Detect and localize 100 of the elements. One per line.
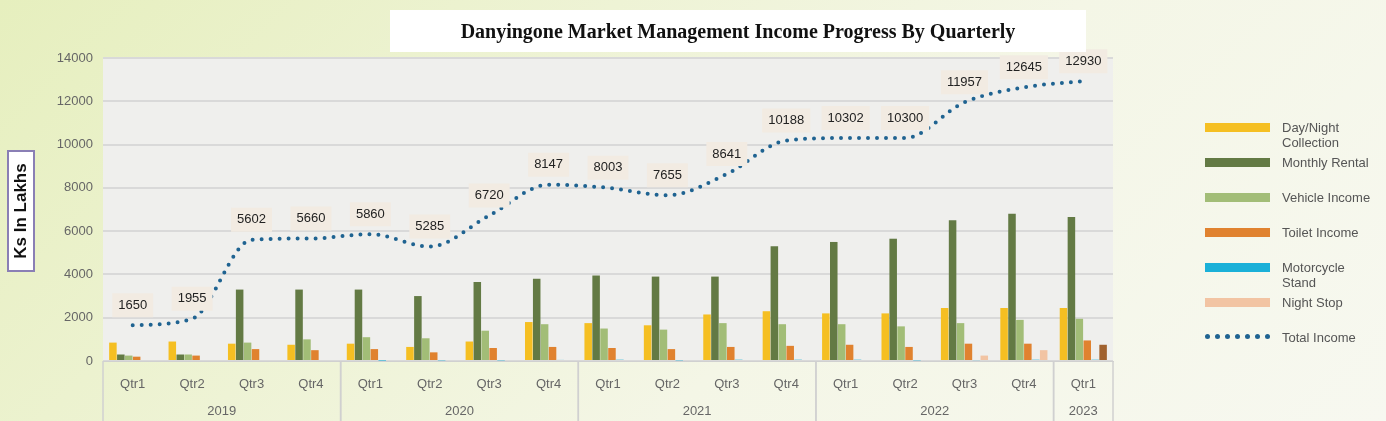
x-tick-label: Qtr1 <box>120 376 146 392</box>
data-label: 8003 <box>593 159 623 175</box>
y-tick-label: 6000 <box>64 222 93 238</box>
bar <box>354 289 363 360</box>
bar <box>481 330 489 360</box>
text: 2022 <box>920 402 950 418</box>
bar <box>711 276 719 360</box>
data-label: 10302 <box>827 109 864 125</box>
bar <box>643 325 652 360</box>
bar <box>719 323 727 360</box>
bar <box>964 343 973 360</box>
bar <box>822 313 830 360</box>
bar <box>1039 350 1048 360</box>
bar <box>465 341 474 360</box>
x-tick-label: Qtr1 <box>595 376 621 392</box>
bar <box>762 311 771 360</box>
bar <box>905 346 913 360</box>
bar <box>889 238 897 360</box>
bar <box>370 349 379 360</box>
x-tick-label: Qtr3 <box>714 376 740 392</box>
bar <box>184 354 192 360</box>
legend-label: Monthly Rental <box>1282 155 1370 170</box>
bar <box>287 344 295 360</box>
data-label: 5660 <box>296 210 326 226</box>
bar <box>1075 318 1084 360</box>
bar <box>176 354 184 360</box>
bar <box>956 323 965 360</box>
chart-title: Danyingone Market Management Income Progress By Quarterly <box>390 10 1086 52</box>
bar <box>251 349 260 360</box>
bar <box>830 241 838 360</box>
x-tick-label: Qtr4 <box>535 376 562 392</box>
bar <box>1024 343 1032 360</box>
legend-label: Night Stop <box>1282 295 1344 310</box>
bar <box>584 323 592 360</box>
bar <box>770 246 779 360</box>
bar <box>881 313 890 360</box>
bar <box>525 322 533 360</box>
bar <box>778 324 787 360</box>
bar <box>659 329 668 360</box>
bar <box>845 344 854 360</box>
data-label: 10188 <box>768 112 805 128</box>
x-tick-label: Qtr1 <box>357 376 383 392</box>
bar <box>303 339 311 360</box>
text: 2023 <box>1068 402 1098 418</box>
bar <box>243 342 252 360</box>
x-tick-label: Qtr4 <box>1011 376 1037 392</box>
data-label: 5860 <box>355 205 385 221</box>
x-tick-label: Qtr2 <box>417 376 443 392</box>
bar <box>1083 340 1092 360</box>
y-tick-label: 8000 <box>64 179 93 195</box>
y-tick-label: 12000 <box>56 92 93 108</box>
bar <box>948 220 957 360</box>
bar <box>548 346 557 360</box>
text: 2020 <box>445 402 474 418</box>
bar <box>727 346 735 360</box>
bar <box>1008 213 1016 360</box>
data-label: 10300 <box>886 109 924 125</box>
bar <box>362 337 371 360</box>
y-tick-label: 0 <box>85 352 93 368</box>
data-label: 11957 <box>946 73 983 89</box>
bar <box>786 345 794 360</box>
bar <box>667 349 676 360</box>
bar <box>489 348 497 360</box>
bar <box>592 275 600 360</box>
data-label: 8147 <box>534 156 564 172</box>
data-label: 5285 <box>415 218 445 234</box>
bar <box>1099 344 1107 360</box>
y-axis-title: Ks In Lakhs <box>11 163 31 259</box>
legend-label: Day/Night Collection <box>1282 120 1341 150</box>
x-tick-label: Qtr3 <box>238 376 265 392</box>
bar <box>473 282 482 360</box>
bar <box>897 326 905 360</box>
bar <box>1000 307 1008 360</box>
data-label: 1650 <box>118 296 148 312</box>
x-tick-label: Qtr4 <box>773 376 799 392</box>
x-tick-label: Qtr2 <box>892 376 918 392</box>
bar <box>608 348 616 360</box>
text: 2021 <box>682 402 712 418</box>
data-label: 12930 <box>1065 52 1102 68</box>
bar <box>192 355 200 360</box>
legend-label: Motorcycle Stand <box>1282 260 1346 290</box>
bar <box>1067 217 1076 360</box>
data-label: 6720 <box>474 187 504 203</box>
x-tick-label: Qtr3 <box>476 376 502 392</box>
x-tick-label: Qtr2 <box>654 376 681 392</box>
bar <box>532 278 541 360</box>
bar <box>414 296 422 360</box>
bar <box>117 354 125 360</box>
bar <box>422 338 430 360</box>
bar <box>1059 307 1068 360</box>
bar <box>295 289 303 360</box>
data-label: 8641 <box>712 145 742 161</box>
bar <box>227 343 236 360</box>
bar <box>109 342 117 360</box>
data-label: 12645 <box>1005 58 1042 74</box>
y-tick-label: 14000 <box>56 49 93 65</box>
x-tick-label: Qtr4 <box>298 376 324 392</box>
data-label: 7655 <box>652 166 682 182</box>
bar <box>940 307 949 360</box>
bar <box>837 324 846 360</box>
